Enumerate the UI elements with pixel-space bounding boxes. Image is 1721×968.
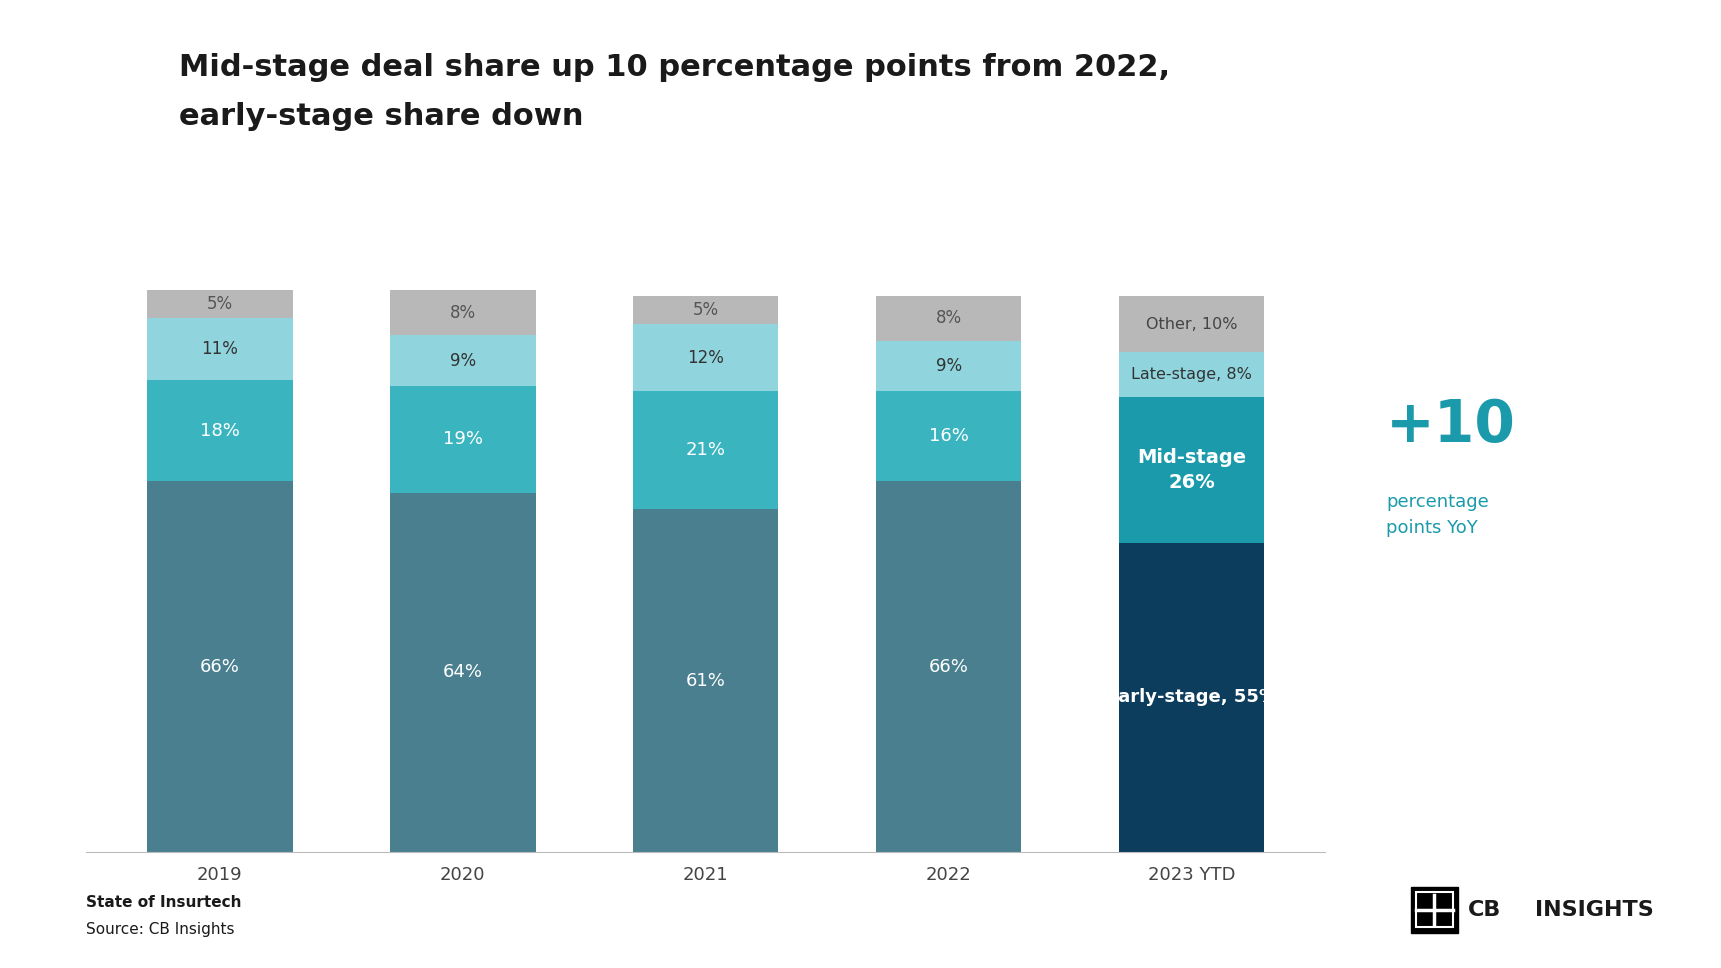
Text: Other, 10%: Other, 10% xyxy=(1146,317,1237,332)
FancyBboxPatch shape xyxy=(1411,887,1458,933)
Text: 11%: 11% xyxy=(201,341,237,358)
Text: Early-stage, 55%: Early-stage, 55% xyxy=(1107,688,1277,707)
Bar xyxy=(633,509,778,852)
Bar xyxy=(633,296,778,324)
Bar xyxy=(1119,543,1265,852)
Bar xyxy=(1119,352,1265,397)
Bar xyxy=(633,324,778,391)
Text: Source: CB Insights: Source: CB Insights xyxy=(86,922,234,936)
Bar xyxy=(146,318,293,380)
Bar xyxy=(389,335,535,386)
Text: 16%: 16% xyxy=(929,428,969,445)
Bar xyxy=(389,290,535,335)
Bar xyxy=(876,296,1022,341)
Bar xyxy=(1119,397,1265,543)
Text: Mid-stage deal share up 10 percentage points from 2022,: Mid-stage deal share up 10 percentage po… xyxy=(179,53,1170,82)
Text: 18%: 18% xyxy=(200,422,239,439)
Text: early-stage share down: early-stage share down xyxy=(179,102,583,131)
Text: INSIGHTS: INSIGHTS xyxy=(1535,900,1654,920)
Text: 66%: 66% xyxy=(200,657,239,676)
Bar xyxy=(876,481,1022,852)
Text: 66%: 66% xyxy=(929,657,969,676)
Text: 5%: 5% xyxy=(207,295,232,314)
Bar xyxy=(876,341,1022,391)
Text: 8%: 8% xyxy=(449,304,475,321)
Text: 9%: 9% xyxy=(936,357,962,376)
Text: 21%: 21% xyxy=(685,441,726,460)
Bar xyxy=(876,391,1022,481)
Text: 19%: 19% xyxy=(442,430,482,448)
Text: State of Insurtech: State of Insurtech xyxy=(86,895,241,910)
Text: Late-stage, 8%: Late-stage, 8% xyxy=(1131,367,1251,382)
Bar xyxy=(146,380,293,481)
Text: 5%: 5% xyxy=(692,301,719,319)
Text: CB: CB xyxy=(1468,900,1501,920)
Text: 64%: 64% xyxy=(442,663,482,681)
Text: +10: +10 xyxy=(1385,397,1516,454)
Text: 61%: 61% xyxy=(685,672,726,689)
Bar xyxy=(1119,296,1265,352)
Bar xyxy=(389,386,535,493)
Bar xyxy=(146,290,293,318)
Bar xyxy=(633,391,778,509)
Text: 12%: 12% xyxy=(687,348,725,367)
Text: 9%: 9% xyxy=(449,351,475,370)
Bar xyxy=(146,481,293,852)
Text: percentage
points YoY: percentage points YoY xyxy=(1385,493,1489,537)
Bar xyxy=(389,493,535,852)
Text: Mid-stage
26%: Mid-stage 26% xyxy=(1138,448,1246,492)
Text: 8%: 8% xyxy=(936,310,962,327)
